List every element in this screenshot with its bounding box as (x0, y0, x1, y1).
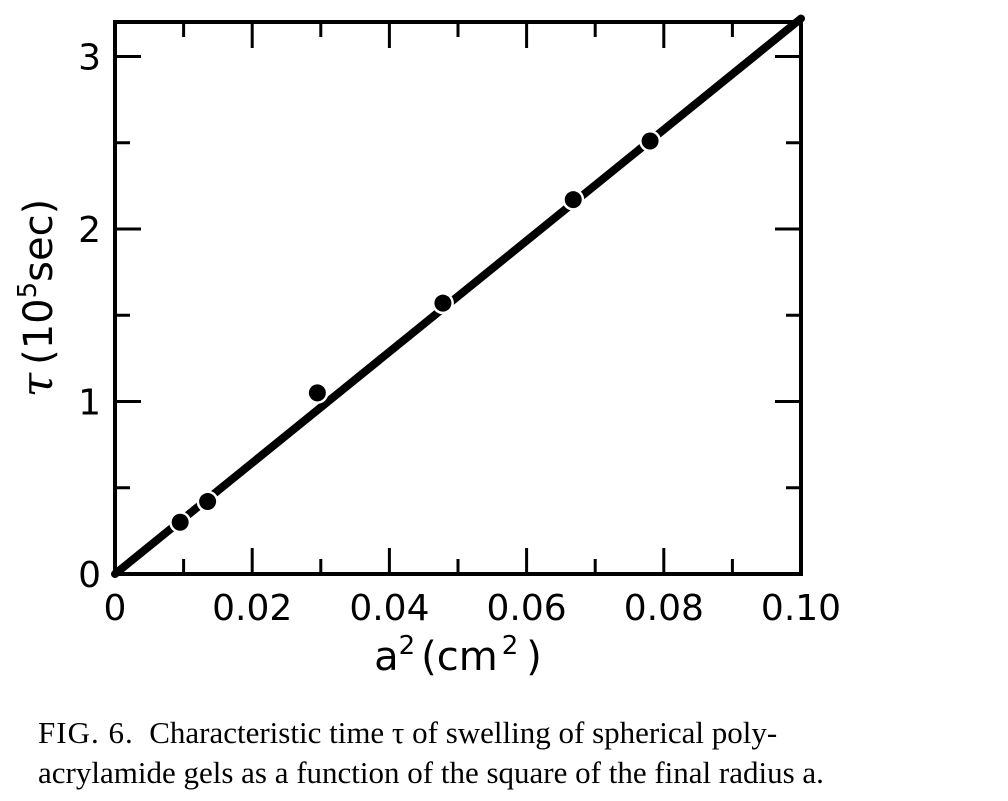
caption-text-2: acrylamide gels as a function of the squ… (38, 755, 824, 790)
y-axis-label-unit: sec) (16, 199, 62, 282)
y-tick-label: 1 (78, 383, 101, 424)
x-tick-label: 0.04 (349, 588, 429, 629)
fit-line-layer (111, 14, 805, 578)
points-layer (169, 130, 662, 534)
x-tick-label: 0.08 (624, 588, 704, 629)
x-tick-labels: 0 0.02 0.04 0.06 0.08 0.10 (104, 588, 842, 629)
data-point (199, 493, 217, 511)
y-axis-label-open: (10 (16, 298, 62, 365)
y-axis-label: τ (105sec) (12, 199, 63, 397)
y-tick-labels: 0 1 2 3 (78, 38, 101, 597)
y-tick-label: 3 (78, 38, 101, 79)
y-axis-label-exponent: 5 (13, 282, 43, 299)
x-axis-label-exponent: 2 (399, 631, 416, 661)
x-axis-label-unit-close: ) (526, 634, 542, 680)
data-point (641, 132, 659, 150)
data-point (564, 191, 582, 209)
x-axis-label-unit-exponent: 2 (502, 631, 519, 661)
fit-line (111, 14, 805, 578)
caption-figure-label: FIG. 6. (38, 715, 134, 750)
x-axis-label-unit-open: (cm (421, 634, 498, 680)
y-tick-label: 2 (78, 210, 101, 251)
caption-line-2: acrylamide gels as a function of the squ… (38, 753, 988, 793)
figure-caption: FIG. 6. Characteristic time τ of swellin… (38, 713, 988, 793)
y-tick-label: 0 (78, 555, 101, 596)
data-point (434, 294, 452, 312)
x-axis-label-base: a (374, 634, 399, 680)
caption-line-1: FIG. 6. Characteristic time τ of swellin… (38, 713, 988, 753)
x-tick-label: 0.10 (761, 588, 841, 629)
x-tick-label: 0.06 (487, 588, 567, 629)
caption-text-1: Characteristic time τ of swelling of sph… (149, 715, 778, 750)
data-point (308, 384, 326, 402)
y-axis-label-symbol: τ (12, 372, 63, 397)
data-point (171, 513, 189, 531)
x-axis-label: a2 (cm 2) (374, 631, 542, 680)
x-tick-label: 0.02 (212, 588, 292, 629)
plot-frame (113, 20, 803, 576)
x-tick-label: 0 (104, 588, 127, 629)
